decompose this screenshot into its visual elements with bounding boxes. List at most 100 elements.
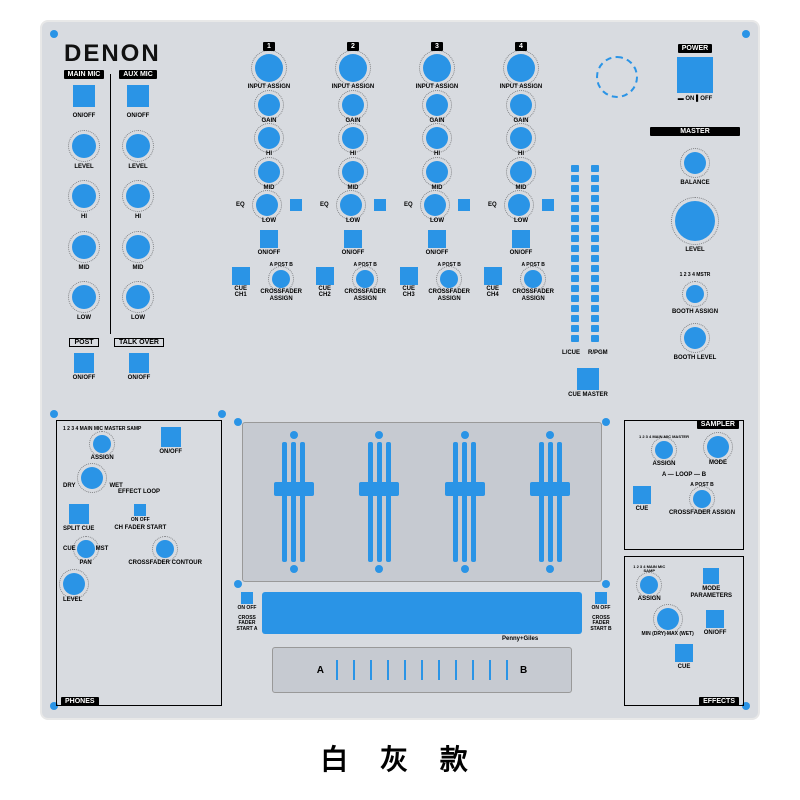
main-mic-hi-knob[interactable] [72, 184, 96, 208]
fader-cap[interactable] [445, 482, 485, 496]
phones-level-knob[interactable] [63, 573, 85, 595]
fader-cap[interactable] [530, 482, 570, 496]
channel-fader-1[interactable] [259, 431, 329, 573]
channel-fader-2[interactable] [344, 431, 414, 573]
xf-start-a-label: CROSS FADER START A [232, 616, 262, 633]
hi-knob[interactable] [510, 127, 532, 149]
xfader-tick [353, 660, 355, 680]
eq-switch[interactable] [542, 199, 554, 211]
ch-onoff-label: ON/OFF [258, 250, 281, 257]
ch-fader-start-switch[interactable] [134, 504, 146, 516]
meter-segment [571, 305, 579, 312]
input-assign-knob[interactable] [507, 54, 535, 82]
effects-assign-knob[interactable] [640, 576, 658, 594]
channel-strip-3: 3INPUT ASSIGNGAINHIMIDEQLOWON/OFFCUE CH3… [398, 42, 476, 302]
fader-cap[interactable] [274, 482, 314, 496]
master-level-knob[interactable] [675, 201, 715, 241]
gain-knob[interactable] [258, 94, 280, 116]
low-knob[interactable] [256, 194, 278, 216]
contour-knob[interactable] [156, 540, 174, 558]
ch-onoff-button[interactable] [428, 230, 446, 248]
fader-cap[interactable] [359, 482, 399, 496]
input-assign-knob[interactable] [255, 54, 283, 82]
cue-button[interactable] [484, 267, 502, 285]
aux-mic-mid-knob[interactable] [126, 235, 150, 259]
aux-mic-hi-knob[interactable] [126, 184, 150, 208]
sampler-mode-knob[interactable] [707, 436, 729, 458]
effects-mode-button[interactable] [703, 568, 719, 584]
cue-button[interactable] [232, 267, 250, 285]
xf-start-b-switch[interactable] [595, 592, 607, 604]
low-knob[interactable] [508, 194, 530, 216]
talkover-button[interactable] [129, 353, 149, 373]
channel-fader-4[interactable] [515, 431, 585, 573]
mid-knob[interactable] [258, 161, 280, 183]
sampler-cfa-knob[interactable] [693, 490, 711, 508]
phones-onoff-label: ON/OFF [159, 449, 182, 456]
post-button[interactable] [74, 353, 94, 373]
effects-mode-label: MODE PARAMETERS [684, 586, 740, 599]
xfader-tick [387, 660, 389, 680]
main-mic-low-label: LOW [77, 315, 91, 322]
crossfader-assign-knob[interactable] [524, 270, 542, 288]
phones-onoff-button[interactable] [161, 427, 181, 447]
effects-onoff-button[interactable] [706, 610, 724, 628]
aux-mic-level-knob[interactable] [126, 134, 150, 158]
main-mic-level-knob[interactable] [72, 134, 96, 158]
eq-switch[interactable] [374, 199, 386, 211]
sampler-header: SAMPLER [697, 420, 739, 429]
ch-onoff-button[interactable] [344, 230, 362, 248]
gain-knob[interactable] [426, 94, 448, 116]
main-mic-onoff-button[interactable] [73, 85, 95, 107]
pan-knob[interactable] [77, 540, 95, 558]
xfader-tick [336, 660, 338, 680]
meter-segment [571, 235, 579, 242]
balance-knob[interactable] [684, 152, 706, 174]
meter-segment [591, 165, 599, 172]
hi-knob[interactable] [342, 127, 364, 149]
sampler-assign-knob[interactable] [655, 441, 673, 459]
eq-switch[interactable] [290, 199, 302, 211]
low-knob[interactable] [424, 194, 446, 216]
crossfader-assign-knob[interactable] [440, 270, 458, 288]
crossfader-assign-knob[interactable] [272, 270, 290, 288]
hi-knob[interactable] [426, 127, 448, 149]
cue-master-button[interactable] [577, 368, 599, 390]
sampler-cue-button[interactable] [633, 486, 651, 504]
main-mic-mid-knob[interactable] [72, 235, 96, 259]
phones-assign-knob[interactable] [93, 435, 111, 453]
aux-mic-low-knob[interactable] [126, 285, 150, 309]
power-area: POWER ▬ ON ▌OFF [650, 44, 740, 103]
effect-loop-knob[interactable] [81, 467, 103, 489]
cue-button[interactable] [400, 267, 418, 285]
xf-start-a-switch[interactable] [241, 592, 253, 604]
ch-onoff-button[interactable] [260, 230, 278, 248]
crossfader-track[interactable] [332, 658, 512, 682]
hi-knob[interactable] [258, 127, 280, 149]
ch-onoff-button[interactable] [512, 230, 530, 248]
main-mic-low-knob[interactable] [72, 285, 96, 309]
meter-segment [591, 315, 599, 322]
aux-mic-onoff-button[interactable] [127, 85, 149, 107]
gain-knob[interactable] [510, 94, 532, 116]
effects-cue-button[interactable] [675, 644, 693, 662]
meter-segment [591, 245, 599, 252]
gain-knob[interactable] [342, 94, 364, 116]
input-assign-knob[interactable] [339, 54, 367, 82]
power-button[interactable] [677, 57, 713, 93]
meter-left [570, 122, 580, 342]
effects-drywet-knob[interactable] [657, 608, 679, 630]
split-cue-button[interactable] [69, 504, 89, 524]
eq-switch[interactable] [458, 199, 470, 211]
meter-segment [571, 315, 579, 322]
input-assign-knob[interactable] [423, 54, 451, 82]
booth-assign-knob[interactable] [686, 285, 704, 303]
mid-knob[interactable] [342, 161, 364, 183]
channel-fader-3[interactable] [430, 431, 500, 573]
mid-knob[interactable] [426, 161, 448, 183]
booth-level-knob[interactable] [684, 327, 706, 349]
mid-knob[interactable] [510, 161, 532, 183]
crossfader-assign-knob[interactable] [356, 270, 374, 288]
cue-button[interactable] [316, 267, 334, 285]
low-knob[interactable] [340, 194, 362, 216]
